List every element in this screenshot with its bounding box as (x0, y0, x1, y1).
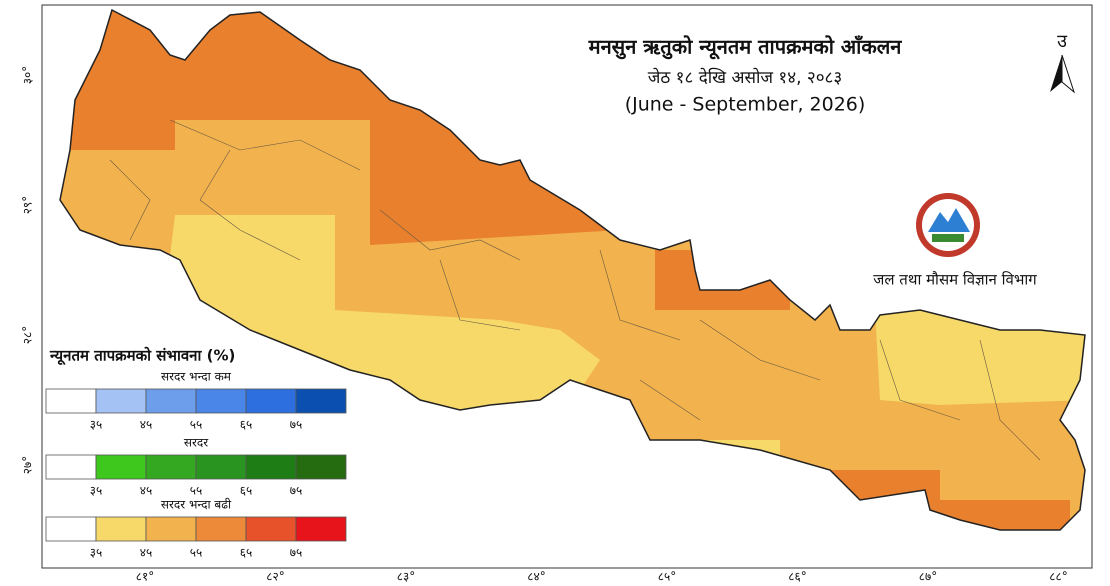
legend-swatch (195, 516, 247, 542)
legend-group-name: सरदर भन्दा कम (161, 370, 232, 384)
longitude-label: ८३° (397, 570, 415, 584)
longitude-label: ८४° (527, 570, 545, 584)
legend: सरदर भन्दा कम ३५ ४५ ५५ ६५ ७५ सरदर ३५ ४५ ५५ ६५ ७५ सरद… (45, 370, 347, 560)
map-period: (June - September, 2026) (625, 94, 866, 116)
zone (875, 310, 1085, 405)
legend-tick-label: ४५ (140, 484, 152, 498)
legend-tick-label: ३५ (90, 418, 102, 432)
legend-swatch (145, 516, 197, 542)
legend-tick-label: ६५ (240, 418, 252, 432)
legend-swatch (295, 454, 347, 480)
legend-tick-label: ६५ (240, 546, 252, 560)
legend-swatch (245, 454, 297, 480)
district-lines (109, 119, 1041, 461)
legend-tick-label: ५५ (190, 418, 202, 432)
latitude-label: २७° (21, 456, 35, 474)
legend-swatch (95, 454, 147, 480)
agency-name: जल तथा मौसम विज्ञान विभाग (873, 271, 1037, 289)
legend-swatch (245, 516, 297, 542)
legend-swatch (145, 388, 197, 414)
legend-tick-label: ५५ (190, 546, 202, 560)
legend-swatch (295, 388, 347, 414)
legend-tick-label: ४५ (140, 418, 152, 432)
legend-swatch (45, 516, 97, 542)
latitude-label: ३०° (21, 66, 35, 84)
legend-swatch (95, 516, 147, 542)
map-title: मनसुन ऋतुको न्यूनतम तापक्रमको आँकलन (588, 35, 903, 60)
legend-swatch (245, 388, 297, 414)
legend-swatch (45, 388, 97, 414)
legend-tick-label: ६५ (240, 484, 252, 498)
longitude-label: ८६° (788, 570, 806, 584)
legend-swatch (45, 454, 97, 480)
longitude-label: ८१° (136, 570, 154, 584)
legend-title: न्यूनतम तापक्रमको संभावना (%) (49, 347, 235, 366)
longitude-label: ८८° (1049, 570, 1067, 584)
agency-logo (916, 193, 980, 257)
graticule-labels: ८१° ८२° ८३° ८४° ८५° ८६° ८७° ८८° ३०° २९° २८° २७° (21, 66, 1068, 584)
legend-tick-label: ७५ (290, 546, 302, 560)
zone (940, 500, 1070, 530)
legend-tick-label: ५५ (190, 484, 202, 498)
legend-swatch (195, 388, 247, 414)
longitude-label: ८२° (266, 570, 284, 584)
map-subtitle: जेठ १८ देखि असोज १४, २०८३ (648, 67, 842, 88)
latitude-label: २९° (21, 196, 35, 214)
latitude-label: २८° (21, 326, 35, 344)
longitude-label: ८५° (658, 570, 676, 584)
legend-swatch (195, 454, 247, 480)
legend-tick-label: ७५ (290, 418, 302, 432)
legend-tick-label: ७५ (290, 484, 302, 498)
legend-swatch (95, 388, 147, 414)
legend-tick-label: ४५ (140, 546, 152, 560)
longitude-label: ८७° (919, 570, 937, 584)
legend-group-name: सरदर भन्दा बढी (161, 498, 232, 512)
legend-swatch (145, 454, 197, 480)
north-arrow (1050, 54, 1076, 94)
legend-group-name: सरदर (184, 436, 209, 450)
nepal-outline (59, 8, 1086, 531)
legend-tick-label: ३५ (90, 484, 102, 498)
legend-tick-label: ३५ (90, 546, 102, 560)
north-label: उ (1057, 31, 1068, 52)
legend-swatch (295, 516, 347, 542)
